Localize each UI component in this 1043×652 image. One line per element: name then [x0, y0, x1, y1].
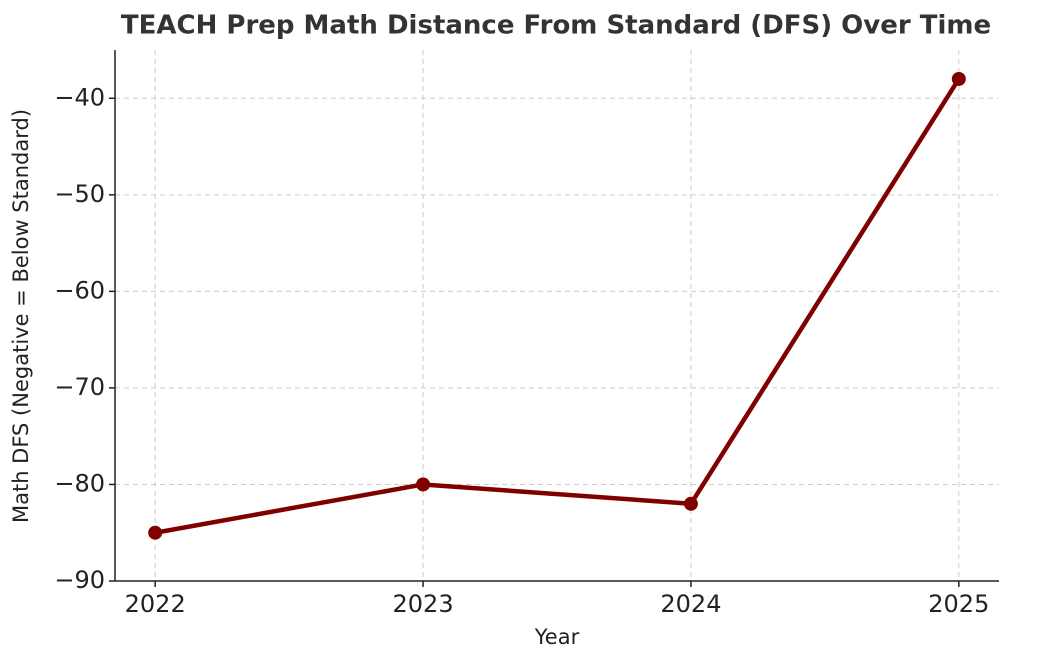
data-point [683, 496, 698, 511]
data-point [416, 477, 431, 492]
x-tick-label: 2025 [928, 590, 989, 618]
y-tick-label: −60 [54, 276, 105, 304]
data-point [148, 525, 163, 540]
y-tick-label: −40 [54, 83, 105, 111]
y-tick-label: −50 [54, 180, 105, 208]
x-tick-label: 2022 [125, 590, 186, 618]
x-axis-label: Year [534, 625, 580, 649]
series-line [154, 77, 961, 535]
y-tick-label: −80 [54, 469, 105, 497]
y-tick-label: −90 [54, 566, 105, 594]
x-tick-label: 2024 [660, 590, 721, 618]
chart-title: TEACH Prep Math Distance From Standard (… [121, 11, 991, 41]
x-tick-label: 2023 [393, 590, 454, 618]
y-axis-label: Math DFS (Negative = Below Standard) [9, 109, 33, 523]
data-point [951, 71, 966, 86]
y-tick-label: −70 [54, 373, 105, 401]
